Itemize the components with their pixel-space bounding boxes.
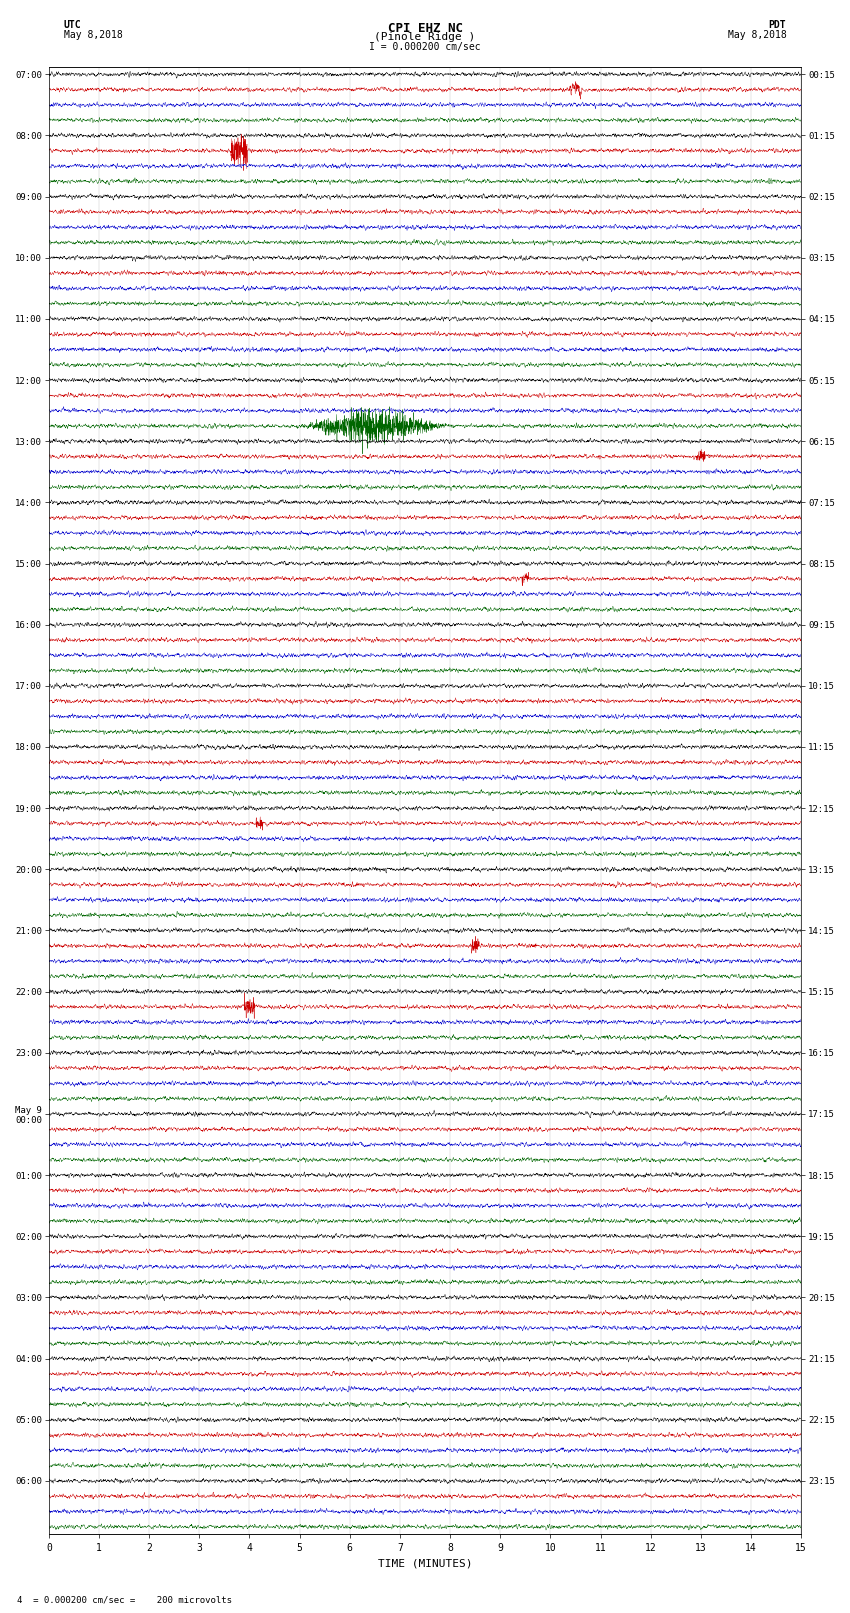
X-axis label: TIME (MINUTES): TIME (MINUTES) [377,1560,473,1569]
Text: PDT: PDT [768,19,786,31]
Text: 4  = 0.000200 cm/sec =    200 microvolts: 4 = 0.000200 cm/sec = 200 microvolts [17,1595,232,1605]
Text: May 8,2018: May 8,2018 [64,31,122,40]
Text: UTC: UTC [64,19,82,31]
Text: (Pinole Ridge ): (Pinole Ridge ) [374,32,476,42]
Text: CPI EHZ NC: CPI EHZ NC [388,23,462,35]
Text: I = 0.000200 cm/sec: I = 0.000200 cm/sec [369,42,481,52]
Text: May 8,2018: May 8,2018 [728,31,786,40]
